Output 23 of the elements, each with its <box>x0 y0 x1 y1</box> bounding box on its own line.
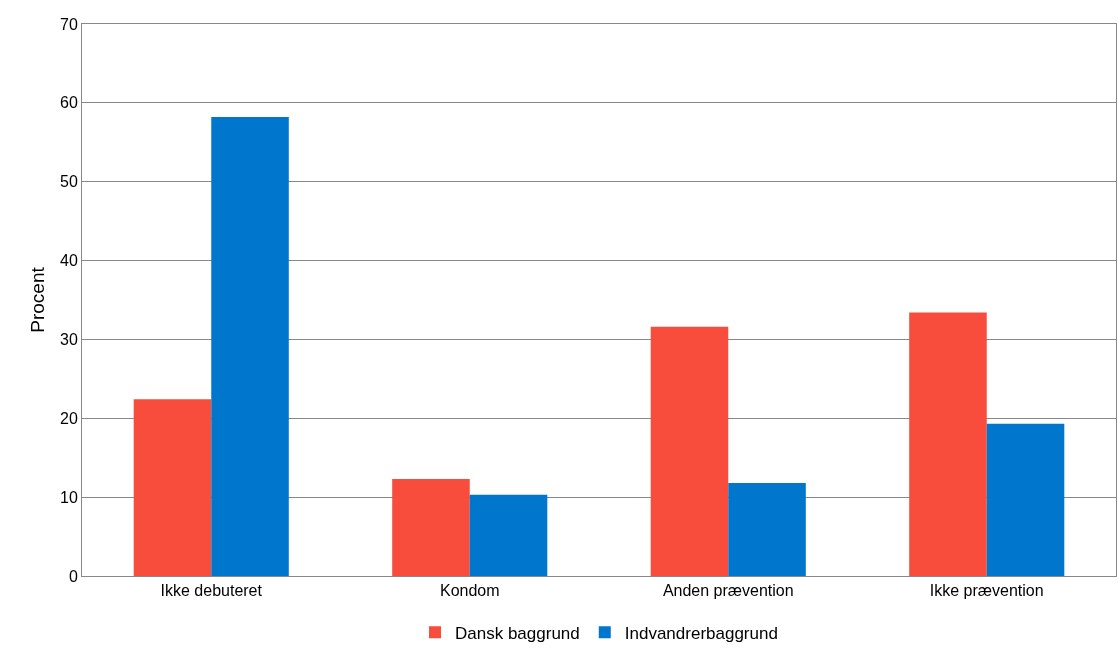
legend-label: Indvandrerbaggrund <box>624 623 778 643</box>
y-tick-label: 70 <box>60 15 78 33</box>
bar <box>469 494 548 576</box>
y-tick-label: 0 <box>68 567 78 585</box>
bar <box>392 479 470 576</box>
y-tick-label: 30 <box>60 331 78 349</box>
bar <box>133 399 212 576</box>
bar <box>909 312 987 576</box>
bar <box>211 117 289 576</box>
y-tick-label: 10 <box>60 488 78 506</box>
x-tick-label: Ikke debuteret <box>160 582 263 600</box>
x-tick-label: Kondom <box>439 582 500 600</box>
legend-label: Dansk baggrund <box>455 623 580 643</box>
bar <box>650 326 729 576</box>
bar <box>728 482 806 576</box>
bar <box>986 423 1065 576</box>
y-tick-label: 20 <box>60 409 78 427</box>
y-tick-label: 40 <box>60 252 78 270</box>
y-axis-title: Procent <box>26 266 48 333</box>
x-tick-label: Anden prævention <box>662 582 794 600</box>
y-tick-label: 50 <box>60 173 78 191</box>
x-tick-label: Ikke prævention <box>929 582 1044 600</box>
y-tick-label: 60 <box>60 94 78 112</box>
